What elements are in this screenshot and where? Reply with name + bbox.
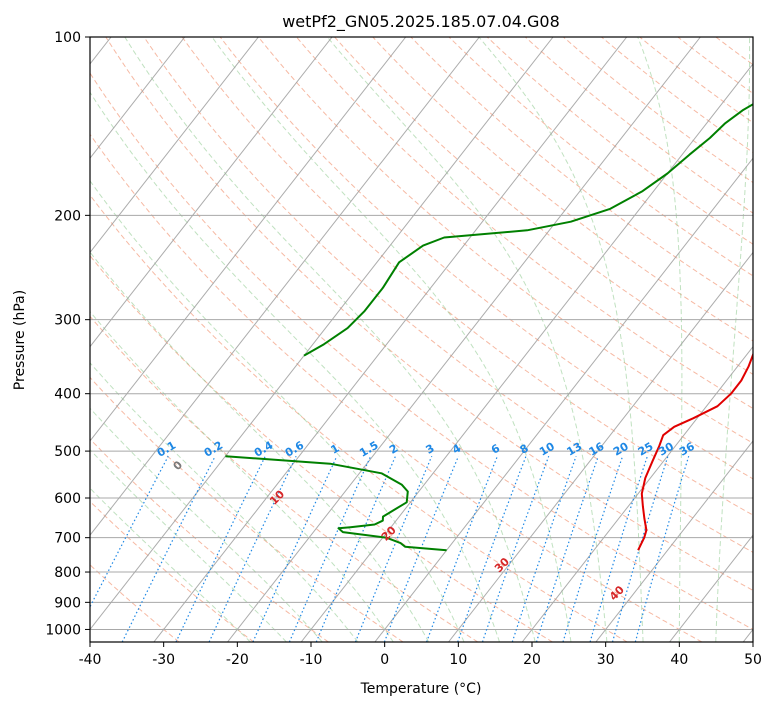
moist-adiabat [90, 91, 500, 642]
x-axis: -40 -30 -20 -10 0 10 20 30 40 50 [79, 642, 762, 668]
profile-line-1 [225, 455, 447, 552]
moist-adiabat [90, 180, 465, 642]
dry-adiabat [90, 72, 753, 630]
mixing-ratio-line [354, 455, 433, 642]
mixing-ratio-line [175, 455, 266, 642]
isotherm [90, 37, 333, 348]
mixing-ratio-line [252, 455, 338, 642]
isotherm [521, 345, 753, 642]
x-axis-label: Temperature (°C) [360, 681, 482, 697]
x-tick-label: 10 [449, 652, 467, 668]
y-tick-label: 400 [54, 387, 81, 403]
y-axis: 100 200 300 400 500 600 700 800 900 1000 [45, 30, 90, 638]
dry-adiabat [334, 37, 753, 375]
plot-background [90, 37, 753, 642]
mixing-ratio-line [511, 455, 577, 642]
dry-adiabat [90, 194, 628, 642]
moist-adiabat [637, 37, 683, 642]
mixing-ratio-line [121, 455, 216, 642]
mixing-ratio-line [315, 455, 397, 642]
mixing-ratio-line [589, 456, 648, 642]
dry-adiabat [90, 315, 479, 642]
dry-adiabat [90, 564, 180, 642]
moist-adiabat [211, 37, 572, 642]
mixing-ratio-line [426, 455, 498, 642]
moist-adiabat [478, 37, 644, 642]
dry-adiabat [90, 500, 254, 642]
isotherm [595, 440, 753, 642]
moist-adiabat [90, 251, 430, 642]
moist-adiabat [715, 37, 751, 642]
y-tick-label: 700 [54, 531, 81, 547]
isotherm [669, 534, 753, 642]
mixing-ratio-line [481, 455, 550, 642]
isotherm [153, 37, 628, 642]
x-tick-label: 40 [670, 652, 688, 668]
y-tick-label: 200 [54, 208, 81, 224]
moist-adiabat [90, 310, 394, 642]
x-tick-label: -10 [300, 652, 323, 668]
x-tick-label: -20 [226, 652, 249, 668]
isotherm [90, 37, 480, 537]
profile-line-0 [637, 351, 753, 551]
mixing-ratio-line [208, 455, 297, 642]
y-tick-label: 500 [54, 444, 81, 460]
isotherm [90, 37, 407, 442]
x-tick-label: -30 [152, 652, 175, 668]
dry-adiabat [90, 376, 404, 642]
y-tick-label: 800 [54, 565, 81, 581]
dry-adiabat [90, 254, 553, 642]
moist-adiabat [326, 37, 608, 642]
isotherm [90, 37, 554, 631]
sounding-profiles [225, 103, 753, 552]
x-tick-label: 50 [744, 652, 762, 668]
moist-adiabat [124, 37, 536, 642]
mixing-ratio-line [535, 456, 599, 642]
profile-line-2 [303, 103, 753, 357]
background-lines [90, 37, 775, 642]
moist-adiabat [90, 362, 359, 642]
isotherm [448, 251, 753, 642]
x-tick-label: 0 [380, 652, 389, 668]
isotherm [374, 157, 753, 642]
mixing-ratio-line [288, 455, 372, 642]
chart-title: wetPf2_GN05.2025.185.07.04.G08 [282, 12, 560, 32]
x-tick-label: -40 [79, 652, 102, 668]
mixing-ratio-line [562, 456, 624, 642]
dry-adiabat [372, 37, 753, 342]
y-tick-label: 600 [54, 491, 81, 507]
y-tick-label: 300 [54, 313, 81, 329]
dry-adiabat [90, 133, 703, 642]
x-tick-label: 30 [597, 652, 615, 668]
y-axis-label: Pressure (hPa) [12, 290, 28, 390]
mixing-ratio-line [457, 455, 527, 642]
y-tick-label: 1000 [45, 622, 81, 638]
y-tick-label: 900 [54, 595, 81, 611]
dry-adiabat [143, 37, 753, 553]
mixing-ratio-line [383, 455, 459, 642]
dry-adiabat [219, 37, 753, 480]
isotherm [227, 37, 701, 642]
plot-frame [89, 36, 754, 643]
isotherm [90, 37, 186, 160]
isotherm [90, 37, 259, 254]
x-tick-label: 20 [523, 652, 541, 668]
dry-adiabat [105, 37, 753, 591]
isotherm [300, 63, 753, 642]
moist-adiabat [90, 487, 251, 642]
dry-adiabat [754, 37, 775, 642]
y-tick-label: 100 [54, 30, 81, 46]
